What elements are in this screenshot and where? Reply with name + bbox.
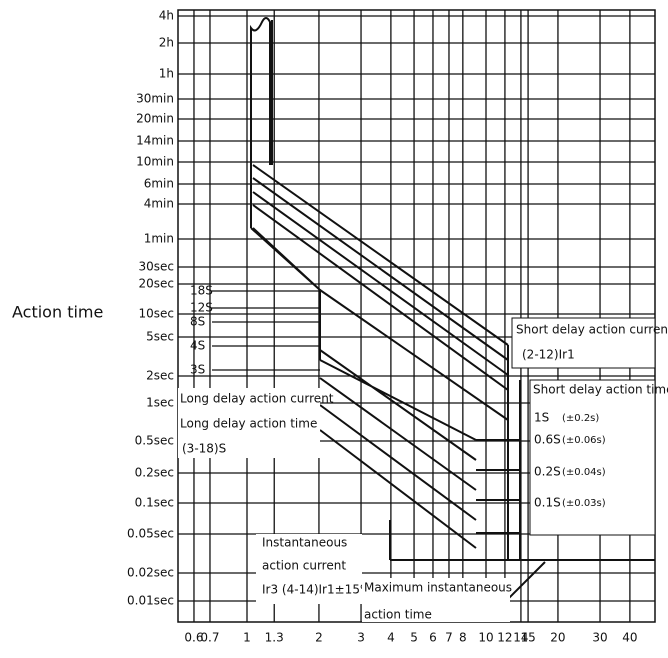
label: Short delay action current xyxy=(516,323,668,337)
y-tick-label: 30min xyxy=(136,92,174,106)
y-tick-label: 2sec xyxy=(146,369,174,383)
label: action time xyxy=(364,608,432,622)
x-tick-label: 8 xyxy=(459,631,467,645)
label: (2-12)Ir1 xyxy=(522,348,575,362)
x-tick-label: 2 xyxy=(315,631,323,645)
x-tick-label: 1.3 xyxy=(265,631,284,645)
label: (3-18)S xyxy=(182,442,226,456)
y-tick-label: 1h xyxy=(159,67,174,81)
row-tolerance: (±0.03s) xyxy=(562,498,606,509)
setting-label: 3S xyxy=(190,363,205,377)
y-tick-label: 10sec xyxy=(138,307,174,321)
label: Ir3 (4-14)Ir1±15% xyxy=(262,583,371,597)
y-tick-label: 0.5sec xyxy=(135,434,174,448)
y-tick-label: 6min xyxy=(144,177,174,191)
curves xyxy=(250,17,655,601)
y-tick-label: 2h xyxy=(159,36,174,50)
y-tick-label: 0.2sec xyxy=(135,466,174,480)
x-tick-label: 0.6 xyxy=(184,631,203,645)
y-tick-label: 0.05sec xyxy=(127,527,174,541)
row-label: 1S xyxy=(534,411,549,425)
setting-label: 18S xyxy=(190,284,213,298)
y-axis-title: Action time xyxy=(12,303,103,322)
label: Instantaneous xyxy=(262,536,347,550)
y-tick-label: 4h xyxy=(159,9,174,23)
y-tick-label: 14min xyxy=(136,134,174,148)
x-tick-label: 12 xyxy=(497,631,512,645)
row-label: 0.1S xyxy=(534,496,561,510)
row-label: 0.6S xyxy=(534,433,561,447)
setting-label: 12S xyxy=(190,301,213,315)
row-tolerance: (±0.2s) xyxy=(562,413,599,424)
x-tick-label: 0.7 xyxy=(200,631,219,645)
y-tick-label: 0.02sec xyxy=(127,566,174,580)
y-tick-label: 5sec xyxy=(146,330,174,344)
setting-label: 8S xyxy=(190,315,205,329)
x-tick-label: 14 xyxy=(513,631,528,645)
x-tick-label: 10 xyxy=(478,631,493,645)
x-tick-label: 6 xyxy=(429,631,437,645)
x-tick-label: 20 xyxy=(550,631,565,645)
label: Short delay action time xyxy=(533,383,668,397)
x-tick-label: 30 xyxy=(592,631,607,645)
setting-label: 4S xyxy=(190,339,205,353)
x-tick-label: 15 xyxy=(520,631,535,645)
label: Maximum instantaneous xyxy=(364,581,512,595)
label: action current xyxy=(262,559,346,573)
y-tick-label: 0.01sec xyxy=(127,594,174,608)
row-tolerance: (±0.06s) xyxy=(562,435,606,446)
y-tick-label: 20sec xyxy=(138,277,174,291)
y-tick-label: 10min xyxy=(136,155,174,169)
y-tick-label: 1min xyxy=(144,232,174,246)
y-tick-label: 4min xyxy=(144,197,174,211)
x-tick-label: 7 xyxy=(445,631,453,645)
x-tick-label: 3 xyxy=(357,631,365,645)
label: Long delay action current xyxy=(180,392,334,406)
row-label: 0.2S xyxy=(534,465,561,479)
label: Long delay action time xyxy=(180,417,317,431)
x-tick-label: 5 xyxy=(410,631,418,645)
x-tick-label: 40 xyxy=(622,631,637,645)
y-tick-label: 30sec xyxy=(138,260,174,274)
y-tick-label: 0.1sec xyxy=(135,496,174,510)
y-tick-label: 1sec xyxy=(146,396,174,410)
labels: Action time Long delay action current Lo… xyxy=(12,303,668,622)
y-tick-label: 20min xyxy=(136,112,174,126)
x-tick-label: 1 xyxy=(243,631,251,645)
row-tolerance: (±0.04s) xyxy=(562,467,606,478)
x-tick-label: 4 xyxy=(387,631,395,645)
